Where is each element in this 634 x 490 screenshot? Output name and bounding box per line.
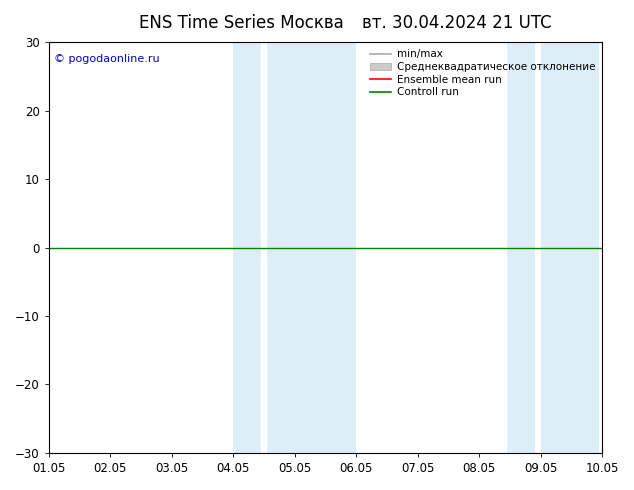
Bar [541, 42, 599, 453]
Text: ENS Time Series Москва: ENS Time Series Москва [139, 14, 343, 32]
Bar [267, 42, 356, 453]
Bar [507, 42, 534, 453]
Text: © pogodaonline.ru: © pogodaonline.ru [55, 54, 160, 64]
Bar [233, 42, 261, 453]
Text: вт. 30.04.2024 21 UTC: вт. 30.04.2024 21 UTC [361, 14, 552, 32]
Legend: min/max, Среднеквадратическое отклонение, Ensemble mean run, Controll run: min/max, Среднеквадратическое отклонение… [368, 47, 597, 99]
